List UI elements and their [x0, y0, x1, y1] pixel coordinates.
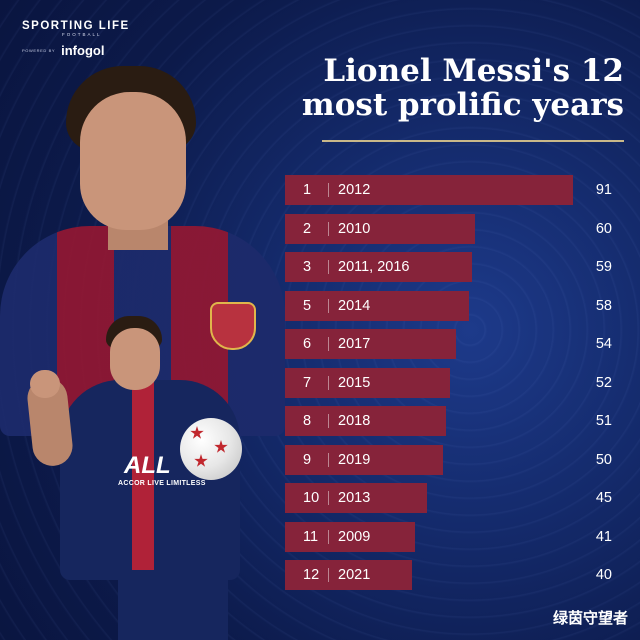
row-separator [328, 337, 329, 351]
bar [285, 329, 456, 359]
value-label: 51 [595, 413, 612, 429]
brand-name: SPORTING LIFE [22, 20, 130, 32]
partner-logo: infogol [61, 43, 105, 58]
category-label: 2010 [338, 220, 371, 237]
value-label: 54 [595, 336, 612, 352]
category-label: 2013 [338, 490, 371, 506]
rank-label: 6 [303, 336, 312, 352]
title-line-1: Lionel Messi's 12 [323, 53, 624, 89]
rank-label: 12 [303, 567, 320, 583]
category-label: 2012 [338, 182, 371, 198]
rank-label: 7 [303, 374, 312, 391]
row-separator [328, 491, 329, 505]
powered-by-label: POWERED BY [22, 48, 56, 53]
row-separator [328, 452, 329, 467]
jersey-sponsor: ALL [124, 452, 171, 479]
bar [285, 444, 443, 475]
barcelona-crest-icon [210, 302, 256, 350]
rank-label: 8 [303, 413, 312, 429]
player-face [80, 92, 186, 230]
bar [285, 406, 446, 436]
brand-logo: SPORTING LIFE FOOTBALL POWERED BY infogo… [22, 20, 130, 58]
rank-label: 1 [303, 182, 312, 198]
title-underline [322, 140, 624, 142]
watermark: 绿茵守望者 [552, 609, 628, 627]
rank-label: 2 [303, 220, 312, 237]
rank-label: 10 [303, 490, 320, 506]
fist [30, 370, 60, 398]
bar [285, 521, 415, 552]
row-separator [328, 221, 329, 236]
row-separator [328, 183, 329, 197]
row-separator [328, 568, 329, 582]
category-label: 2015 [338, 374, 371, 391]
rank-label: 3 [303, 259, 312, 275]
value-label: 52 [595, 374, 612, 391]
chart-title: Lionel Messi's 12 most prolific years [284, 54, 624, 122]
bar [285, 290, 469, 321]
row-separator [328, 529, 329, 544]
bar [285, 252, 472, 282]
category-label: 2017 [338, 336, 371, 352]
value-label: 45 [595, 490, 612, 506]
brand-sub: FOOTBALL [62, 32, 102, 37]
football-icon [180, 418, 242, 480]
row-separator [328, 298, 329, 313]
bar [285, 483, 427, 513]
value-label: 91 [595, 182, 612, 198]
psg-shorts [118, 570, 228, 640]
value-label: 40 [595, 567, 612, 583]
category-label: 2011, 2016 [338, 259, 410, 275]
row-separator [328, 375, 329, 390]
psg-shirt-stripe [132, 380, 154, 580]
rank-label: 9 [303, 451, 312, 468]
value-label: 41 [595, 528, 612, 545]
category-label: 2014 [338, 297, 371, 314]
value-label: 50 [595, 451, 612, 468]
category-label: 2009 [338, 528, 371, 545]
player-face-small [110, 328, 160, 390]
powered-by: POWERED BY infogol [22, 43, 130, 58]
row-separator [328, 260, 329, 274]
value-label: 59 [595, 259, 612, 275]
category-label: 2019 [338, 451, 371, 468]
value-label: 58 [595, 297, 612, 314]
category-label: 2021 [338, 567, 371, 583]
value-label: 60 [595, 220, 612, 237]
rank-label: 5 [303, 297, 312, 314]
bar [285, 175, 573, 205]
title-line-2: most prolific years [301, 87, 624, 123]
jersey-sponsor-sub: ACCOR LIVE LIMITLESS [118, 480, 206, 487]
bar [285, 213, 475, 244]
rank-label: 11 [303, 528, 319, 545]
row-separator [328, 414, 329, 428]
bar [285, 367, 450, 398]
bar [285, 560, 412, 590]
category-label: 2018 [338, 413, 371, 429]
